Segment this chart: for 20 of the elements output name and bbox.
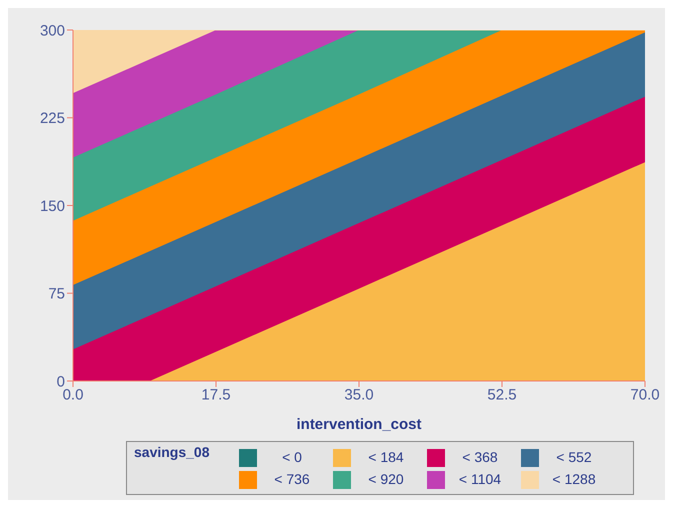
legend-label: < 920 [367,470,405,489]
y-tick-label: 0 [56,373,65,390]
legend-label: < 184 [367,448,405,467]
legend-label: < 0 [281,448,303,467]
legend-label: < 552 [555,448,593,467]
x-axis-title: intervention_cost [296,416,422,433]
y-tick-label: 300 [40,22,65,40]
legend-label: < 736 [273,470,311,489]
legend-label: < 1104 [458,470,502,489]
legend-label: < 1288 [551,470,597,489]
x-tick-label: 0.0 [62,386,84,404]
x-tick-label: 35.0 [344,386,374,404]
y-tick-label: 225 [40,110,65,128]
legend-title: savings_08 [134,444,210,460]
y-tick-label: 75 [48,286,65,303]
x-tick-label: 70.0 [630,386,660,404]
x-tick-label: 17.5 [201,386,231,404]
x-tick-label: 52.5 [487,386,517,404]
y-tick-label: 150 [40,198,65,215]
legend-label: < 368 [461,448,499,467]
